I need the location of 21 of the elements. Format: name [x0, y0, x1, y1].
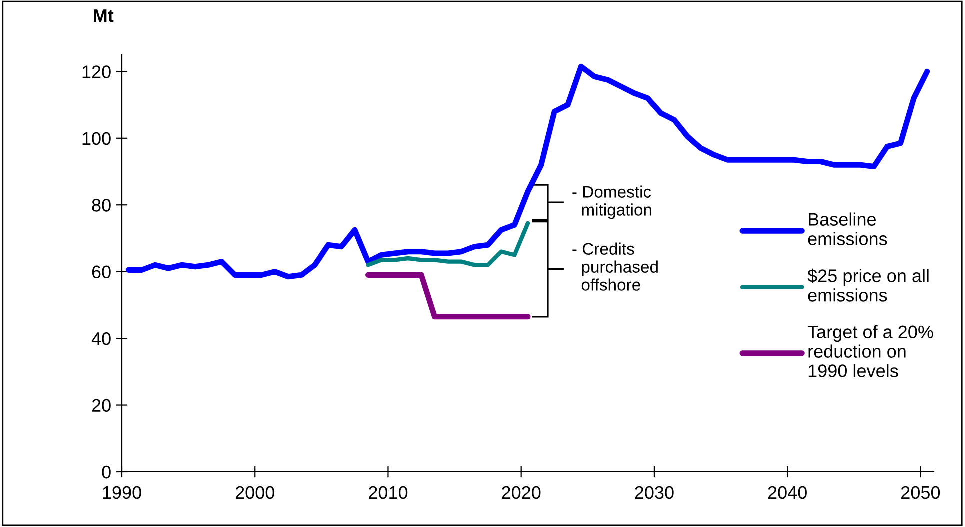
x-tick-label: 2020	[502, 486, 541, 500]
y-axis-title: Mt	[94, 10, 114, 22]
x-tick-label: 1990	[103, 486, 142, 500]
x-tick-label: 2050	[902, 486, 940, 500]
line-series	[366, 221, 530, 268]
x-tick-label: 2030	[635, 486, 674, 500]
y-tick-label: 100	[82, 132, 111, 146]
x-tick-label: 2040	[768, 486, 807, 500]
legend-label: Target of a 20% reduction on 1990 levels	[808, 325, 934, 378]
y-tick-label: 80	[92, 199, 111, 212]
x-tick-label: 2010	[369, 486, 408, 500]
y-tick-label: 120	[82, 66, 111, 78]
legend-label: Baseline emissions	[808, 212, 888, 246]
legend-label: $25 price on all emissions	[808, 268, 929, 302]
x-tick-label: 2000	[236, 486, 274, 500]
y-tick-label: 0	[102, 466, 111, 479]
annotation: - Credits purchased offshore	[572, 242, 658, 291]
annotation: - Domestic mitigation	[572, 186, 652, 220]
y-tick-label: 60	[92, 266, 111, 279]
y-tick-label: 20	[92, 399, 111, 412]
y-tick-label: 40	[92, 332, 111, 346]
